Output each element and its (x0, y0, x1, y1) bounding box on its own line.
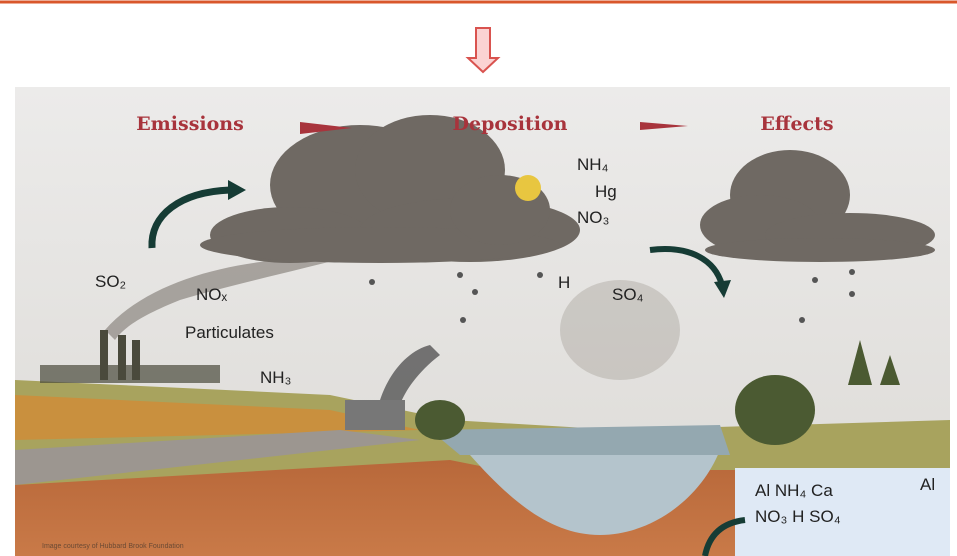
chemical-label: NH₄ (577, 155, 609, 174)
stage-label: Emissions (136, 113, 244, 135)
sun (515, 175, 541, 201)
lake-surface (430, 425, 730, 455)
water-chemical-label: Al NH₄ Ca (755, 481, 833, 500)
rain-label: H (558, 273, 570, 292)
image-credit: Image courtesy of Hubbard Brook Foundati… (42, 543, 184, 550)
water-chemical-label: NO₃ H SO₄ (755, 507, 841, 526)
emission-label: NOₓ (196, 285, 228, 304)
slide: Emissions Deposition Effects NH₄ Hg NO₃ … (0, 0, 957, 556)
emission-label: Particulates (185, 323, 274, 342)
stage-label: Effects (760, 113, 833, 135)
chemical-label: NO₃ (577, 208, 609, 227)
emission-label: SO₂ (95, 272, 126, 291)
truck (345, 400, 405, 430)
stage-label: Deposition (453, 113, 568, 135)
chemical-label: Hg (595, 182, 617, 201)
down-arrow (468, 28, 498, 72)
soil-label: Al (920, 475, 935, 494)
rain-label: SO₄ (612, 285, 644, 304)
emission-label: NH₃ (260, 368, 291, 387)
